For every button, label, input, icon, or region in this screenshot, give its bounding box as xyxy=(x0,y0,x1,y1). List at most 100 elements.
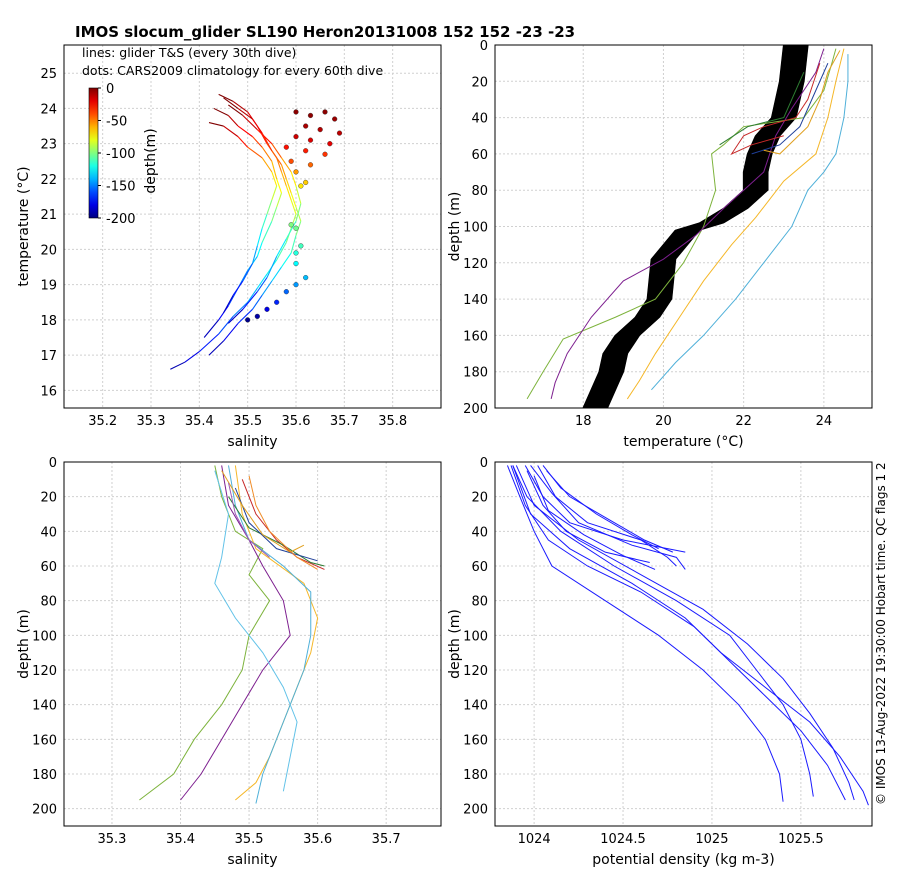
series-line xyxy=(512,465,869,806)
series-line xyxy=(537,465,677,567)
x-tick-label: 35.6 xyxy=(303,832,332,847)
y-axis-label: depth (m) xyxy=(447,192,463,262)
glider-ts-line xyxy=(242,291,258,310)
climatology-point xyxy=(298,243,304,249)
climatology-point xyxy=(293,109,299,115)
glider-ts-line xyxy=(290,192,297,208)
y-tick-label: 140 xyxy=(463,293,488,308)
y-tick-label: 80 xyxy=(471,184,488,199)
x-tick-label: 35.4 xyxy=(185,414,214,429)
glider-ts-line xyxy=(252,136,263,148)
y-tick-label: 160 xyxy=(463,733,488,748)
y-tick-label: 160 xyxy=(463,329,488,344)
glider-ts-line xyxy=(252,118,263,134)
glider-ts-line xyxy=(247,287,258,303)
colorbar-tick-label: -100 xyxy=(106,147,136,162)
glider-ts-line xyxy=(261,220,273,243)
y-tick-label: 180 xyxy=(32,768,57,783)
glider-ts-line xyxy=(256,228,263,247)
y-tick-label: 200 xyxy=(32,803,57,818)
glider-ts-line xyxy=(218,93,234,102)
y-tick-label: 120 xyxy=(32,664,57,679)
series-line xyxy=(512,465,814,797)
plot-area xyxy=(526,45,849,408)
y-tick-label: 20 xyxy=(40,243,57,258)
panels: 35.2 35.3 35.4 35.5 35.6 35.7 35.8 16 17 18 19 20 21… xyxy=(16,39,873,868)
climatology-point xyxy=(293,225,299,231)
figure-title: IMOS slocum_glider SL190 Heron20131008 1… xyxy=(75,23,575,41)
y-tick-label: 80 xyxy=(40,595,57,610)
glider-ts-line xyxy=(261,146,273,162)
climatology-point xyxy=(303,123,309,129)
y-tick-label: 60 xyxy=(471,148,488,163)
panel-dens_depth: 1024 1024.5 1025 1025.5 0 20 40 60 80 100 120 140 16… xyxy=(447,456,873,868)
plot-area xyxy=(139,465,325,804)
plot-area xyxy=(506,465,869,806)
climatology-point xyxy=(293,260,299,267)
series-line xyxy=(524,465,686,553)
series-line xyxy=(214,470,298,792)
glider-ts-line xyxy=(280,164,287,180)
series-line xyxy=(228,482,270,558)
glider-ts-line xyxy=(276,238,287,257)
series-line xyxy=(506,465,784,802)
glider-ts-line xyxy=(266,256,278,278)
y-axis-label: depth (m) xyxy=(16,609,32,679)
colorbar-label: depth(m) xyxy=(143,128,159,193)
glider-ts-line xyxy=(223,323,239,342)
series-line xyxy=(719,72,805,146)
glider-ts-line xyxy=(184,351,200,363)
x-tick-label: 35.2 xyxy=(88,414,117,429)
glider-ts-line xyxy=(218,316,234,335)
series-line xyxy=(730,62,821,156)
glider-ts-line xyxy=(271,266,282,282)
climatology-point xyxy=(283,289,289,295)
y-tick-label: 20 xyxy=(471,75,488,90)
y-tick-label: 100 xyxy=(463,221,488,236)
y-tick-label: 40 xyxy=(471,525,488,540)
glider-ts-line xyxy=(252,294,263,310)
y-tick-label: 60 xyxy=(471,560,488,575)
axes-frame xyxy=(63,44,442,409)
climatology-point xyxy=(307,162,314,168)
glider-ts-line xyxy=(232,280,244,296)
climatology-profile xyxy=(586,45,789,408)
y-tick-label: 0 xyxy=(480,39,488,54)
y-tick-label: 60 xyxy=(40,560,57,575)
glider-ts-line xyxy=(237,308,253,324)
axes-frame xyxy=(63,461,442,827)
y-tick-label: 180 xyxy=(463,366,488,381)
colorbar-tick-label: -150 xyxy=(106,180,136,195)
y-tick-label: 140 xyxy=(32,699,57,714)
x-tick-label: 35.3 xyxy=(137,414,166,429)
x-axis-label: potential density (kg m-3) xyxy=(592,852,774,868)
y-axis-label: temperature (°C) xyxy=(16,166,32,286)
panel-ts: 35.2 35.3 35.4 35.5 35.6 35.7 35.8 16 17 18 19 20 21… xyxy=(16,44,442,450)
ts-annotation: lines: glider T&S (every 30th dive) xyxy=(82,45,296,60)
colorbar-tick-label: -200 xyxy=(106,212,136,227)
glider-ts-line xyxy=(281,157,292,173)
colorbar-tick-label: -50 xyxy=(106,115,127,130)
x-tick-label: 1025.5 xyxy=(778,832,824,847)
glider-ts-line xyxy=(290,235,297,254)
glider-ts-line xyxy=(295,203,302,222)
series-line xyxy=(241,479,325,570)
x-tick-label: 35.5 xyxy=(235,832,264,847)
glider-ts-line xyxy=(256,242,263,257)
series-line xyxy=(510,465,846,801)
axes-frame xyxy=(494,44,873,409)
series-line xyxy=(651,54,849,391)
x-tick-label: 35.7 xyxy=(372,832,401,847)
x-axis-label: salinity xyxy=(227,434,277,450)
series-line xyxy=(221,470,305,553)
glider-ts-line xyxy=(261,157,273,173)
series-line xyxy=(533,475,656,570)
y-tick-label: 180 xyxy=(463,768,488,783)
panel-sal_depth: 35.3 35.4 35.5 35.6 35.7 0 20 40 60 80 100 120 140 16… xyxy=(16,456,442,868)
x-tick-label: 35.4 xyxy=(166,832,195,847)
y-tick-label: 40 xyxy=(471,112,488,127)
y-tick-label: 0 xyxy=(49,456,57,471)
x-tick-label: 35.7 xyxy=(330,414,359,429)
glider-ts-line xyxy=(281,252,292,268)
